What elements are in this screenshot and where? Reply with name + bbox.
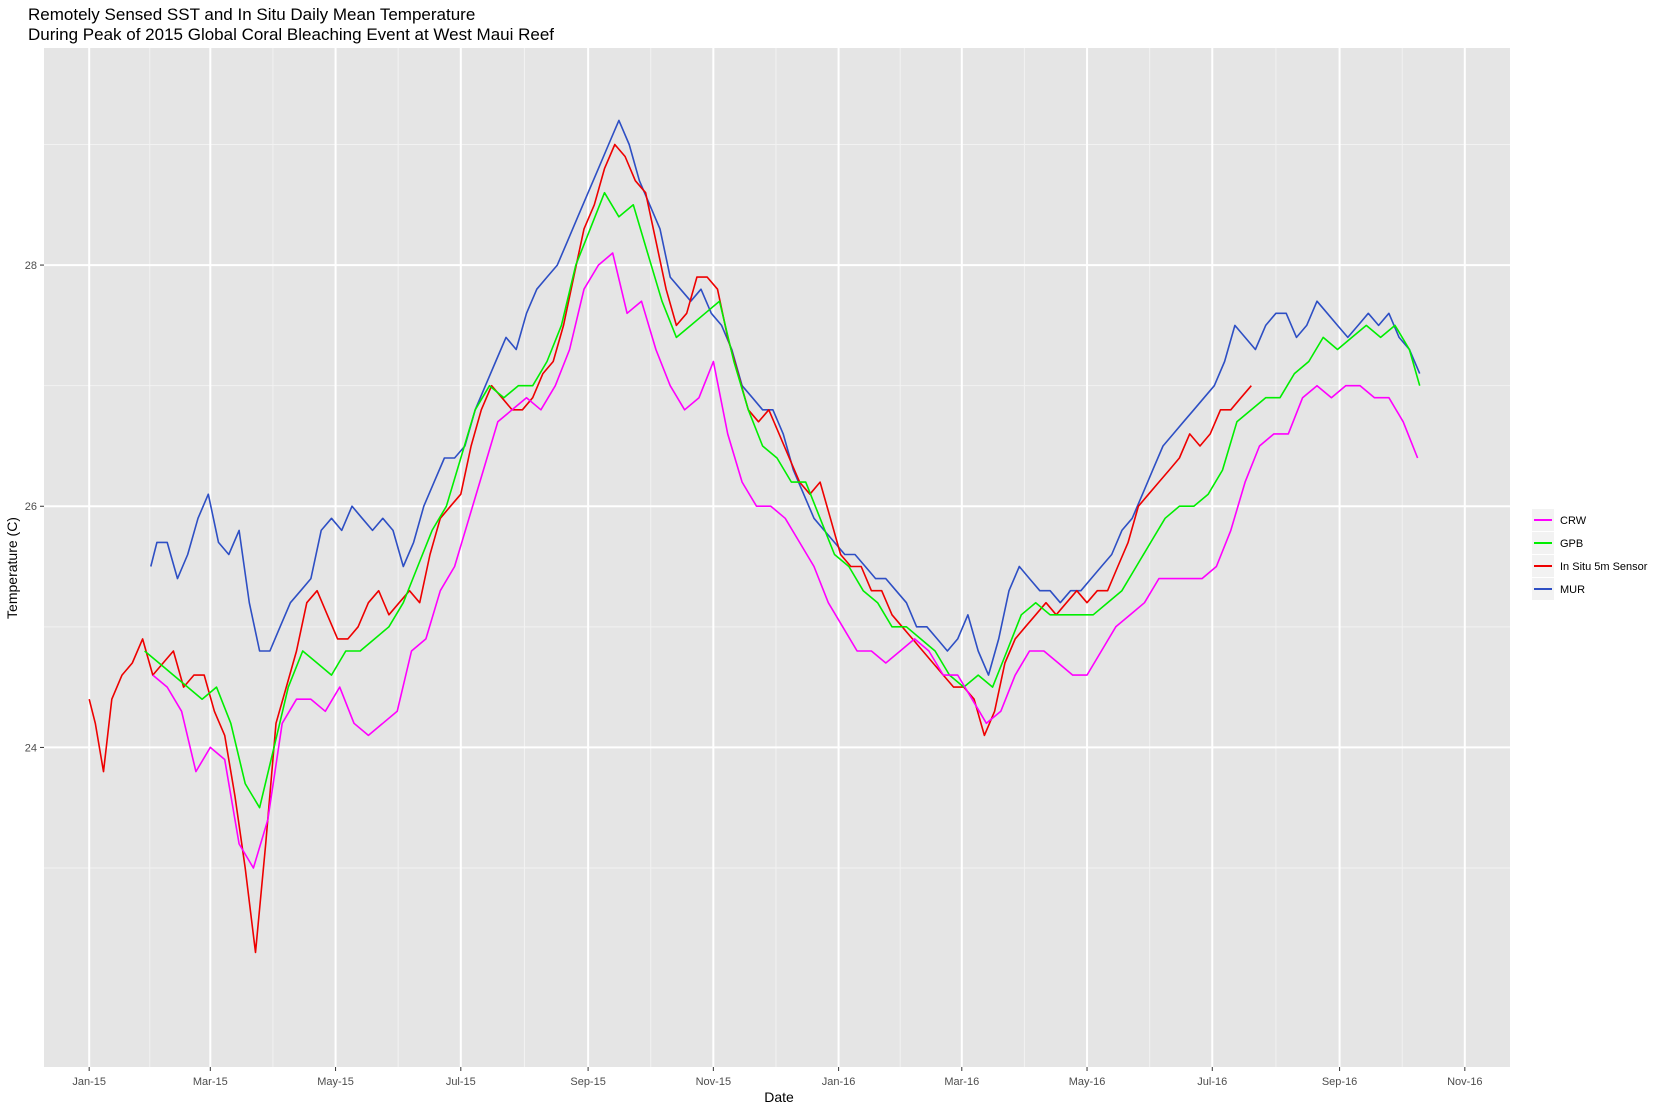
legend-label: CRW — [1560, 515, 1587, 527]
x-tick-label: Jan-15 — [72, 1076, 106, 1088]
y-tick-label: 24 — [25, 742, 37, 754]
legend-label: In Situ 5m Sensor — [1560, 561, 1648, 573]
plot-panel — [44, 48, 1510, 1067]
legend-label: MUR — [1560, 584, 1585, 596]
x-tick-label: Mar-16 — [944, 1076, 979, 1088]
x-tick-label: Jan-16 — [822, 1076, 856, 1088]
chart-title-line2: During Peak of 2015 Global Coral Bleachi… — [28, 25, 554, 44]
y-axis: 24 26 28 — [25, 260, 44, 754]
major-gridlines — [44, 48, 1510, 1067]
x-tick-label: Jul-15 — [446, 1076, 476, 1088]
y-tick-label: 28 — [25, 260, 37, 272]
series-line-crw — [152, 252, 1419, 869]
legend: CRW GPB In Situ 5m Sensor MUR — [1526, 506, 1660, 604]
chart-title-line1: Remotely Sensed SST and In Situ Daily Me… — [28, 5, 475, 24]
series-lines — [88, 119, 1421, 954]
x-tick-label: May-15 — [317, 1076, 354, 1088]
x-axis: Jan-15 Mar-15 May-15 Jul-15 Sep-15 Nov-15 Jan-… — [72, 1067, 1483, 1088]
x-tick-label: Nov-16 — [1447, 1076, 1482, 1088]
x-tick-label: Nov-15 — [696, 1076, 731, 1088]
y-tick-label: 26 — [25, 501, 37, 513]
y-axis-title: Temperature (C) — [4, 517, 20, 619]
series-line-gpb — [144, 191, 1421, 809]
series-line-mur — [150, 119, 1421, 676]
x-axis-title: Date — [764, 1089, 794, 1105]
x-tick-label: May-16 — [1069, 1076, 1106, 1088]
x-tick-label: Sep-16 — [1322, 1076, 1357, 1088]
x-tick-label: Jul-16 — [1197, 1076, 1227, 1088]
x-tick-label: Sep-15 — [570, 1076, 605, 1088]
x-tick-label: Mar-15 — [193, 1076, 228, 1088]
legend-label: GPB — [1560, 538, 1583, 550]
